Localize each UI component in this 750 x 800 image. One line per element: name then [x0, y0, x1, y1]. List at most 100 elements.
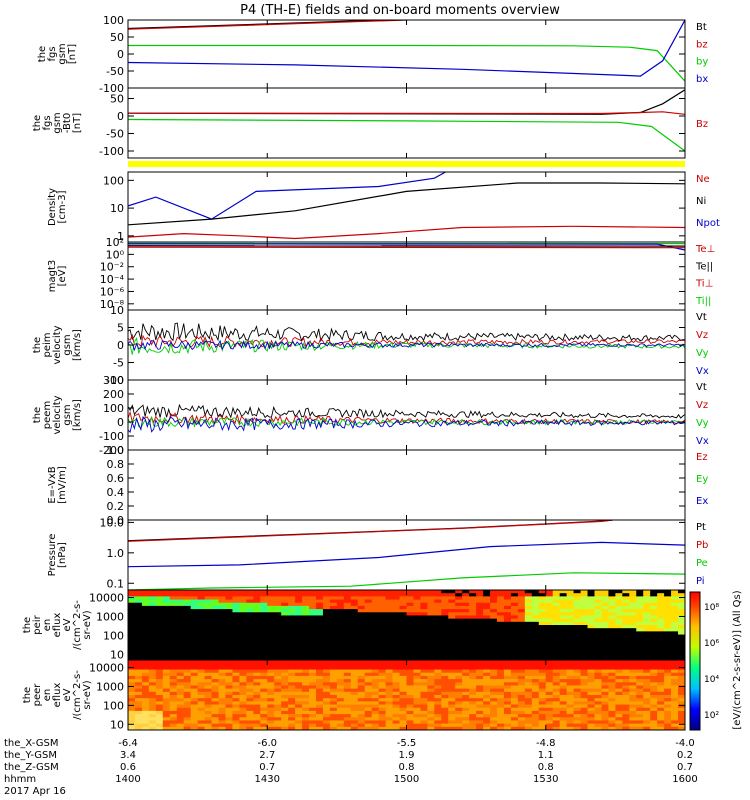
legend-npot: Npot: [696, 218, 720, 229]
series-by: [128, 44, 685, 82]
panel-density: 100 10 1 Density [cm-3] Ne Ni Npot: [47, 171, 720, 243]
x-tick-label: 0.6: [120, 762, 136, 773]
y-tick-label: 0: [117, 110, 124, 123]
y-tick-label: 10000: [89, 592, 124, 605]
y-tick-label: 0.1: [107, 577, 125, 590]
series-vx: [128, 415, 685, 433]
legend-bx: bx: [696, 74, 708, 85]
legend-ti: Ti⊥: [695, 279, 713, 290]
x-tick-label: 1530: [533, 774, 558, 785]
legend-vx: Vx: [696, 366, 709, 377]
colorbar: [689, 591, 701, 731]
y-axis-label: [km/s]: [72, 329, 83, 361]
plot-title: P4 (TH-E) fields and on-board moments ov…: [240, 3, 560, 18]
y-tick-label: 200: [103, 388, 124, 401]
legend-bz: Bz: [696, 119, 708, 130]
y-axis-label: [mV/m]: [57, 466, 68, 504]
legend-vy: Vy: [696, 348, 709, 359]
y-tick-label: 10⁻²: [100, 261, 124, 274]
series-pb: [128, 520, 613, 542]
legend-pi: Pi: [696, 576, 705, 587]
y-tick-label: 10: [110, 648, 124, 661]
spectrogram-peer_eflux: [128, 660, 685, 730]
series-bz: [128, 111, 685, 115]
y-axis-label: E=-VxB: [47, 466, 58, 503]
panel-frame: [127, 449, 686, 521]
legend-te: Te⊥: [695, 244, 715, 255]
series-vy: [128, 337, 685, 355]
x-tick-label: -5.5: [397, 738, 417, 749]
legend-bz: bz: [696, 39, 708, 50]
x-tick-label: 1400: [115, 774, 140, 785]
y-tick-label: 1: [117, 230, 124, 243]
x-tick-label: -6.0: [257, 738, 277, 749]
panel-pressure: 10.0 1.0 0.1 Pressure [nPa] Pt Pb Pe Pi: [47, 516, 708, 591]
y-axis-label: [km/s]: [72, 399, 83, 431]
y-tick-label: 1.0: [107, 444, 125, 457]
y-axis-label: peir: [32, 614, 43, 634]
x-row-label: the_X-GSM: [4, 738, 58, 749]
y-axis-label: velocity: [52, 395, 63, 434]
x-row-label: hhmm: [4, 774, 36, 785]
y-tick-label: 10: [110, 304, 124, 317]
panel-peer_eflux: 10000 1000 100 10 the peer en eflux eV/(cm^2-s-s…: [22, 659, 686, 731]
y-tick-label: 50: [110, 31, 124, 44]
y-tick-label: 0.6: [107, 472, 125, 485]
y-tick-label: 1.0: [107, 547, 125, 560]
y-tick-label: 10: [110, 202, 124, 215]
colorbar-tick-label: 10⁶: [704, 639, 719, 649]
series-vt: [128, 403, 685, 419]
y-axis-label: [nPa]: [57, 542, 68, 568]
y-axis-label: the: [22, 687, 33, 703]
panel-fgs_gsm_zoom: 50 0 -50 -100 the fgs gsm -Bt0 [nT] Bz: [32, 87, 708, 159]
y-tick-label: 0.2: [107, 500, 125, 513]
y-tick-label: 100: [103, 699, 124, 712]
series-pe: [128, 572, 685, 590]
x-tick-label: -6.4: [118, 738, 138, 749]
legend-bt: Bt: [696, 22, 707, 33]
x-row-label: the_Y-GSM: [4, 750, 57, 761]
y-tick-label: 10²: [106, 236, 124, 249]
y-tick-label: -100: [99, 145, 124, 158]
y-tick-label: 50: [110, 93, 124, 106]
series-npot: [128, 172, 446, 220]
y-axis-label: magt3: [47, 260, 58, 293]
x-tick-label: 2.7: [259, 750, 275, 761]
y-axis-label: the: [32, 115, 43, 131]
y-axis-label: /(cm^2-s-: [72, 600, 83, 650]
series-by: [128, 118, 685, 152]
colorbar-tick-label: 10⁴: [704, 675, 719, 685]
y-axis-label: gsm: [52, 112, 63, 133]
y-axis-label: velocity: [52, 325, 63, 364]
y-tick-label: -10: [106, 374, 124, 387]
y-axis-label: [nT]: [72, 113, 83, 133]
legend-te: Te||: [695, 261, 713, 272]
x-tick-label: 0.8: [399, 762, 415, 773]
y-axis-label: eV: [62, 618, 73, 631]
y-tick-label: 100: [103, 14, 124, 27]
y-tick-label: 300: [103, 374, 124, 387]
colorbar-label: [eV/(cm^2-s-sr-eV)] (All Qs): [732, 590, 743, 729]
panel-frame: [127, 309, 686, 381]
panel-frame: [127, 87, 686, 159]
x-row-label: 2017 Apr 16: [4, 786, 66, 797]
legend-vz: Vz: [696, 330, 708, 341]
series-pi: [128, 541, 685, 568]
legend-ni: Ni: [696, 196, 706, 207]
panel-efield: 1.00.80.60.40.20.0 E=-VxB [mV/m] Ez Ey Ex: [47, 444, 708, 527]
legend-pt: Pt: [696, 522, 706, 533]
panel-frame: [127, 19, 686, 89]
series-vx: [128, 339, 685, 352]
y-tick-label: 10000: [89, 662, 124, 675]
legend-ne: Ne: [696, 174, 710, 185]
y-axis-label: en: [42, 689, 53, 702]
y-tick-label: 0: [117, 416, 124, 429]
legend-pe: Pe: [696, 558, 708, 569]
y-axis-label: gsm: [62, 404, 73, 425]
y-tick-label: -5: [113, 357, 124, 370]
series-vt: [128, 322, 685, 343]
y-axis-label: [nT]: [67, 44, 78, 64]
series-bx: [128, 20, 685, 77]
